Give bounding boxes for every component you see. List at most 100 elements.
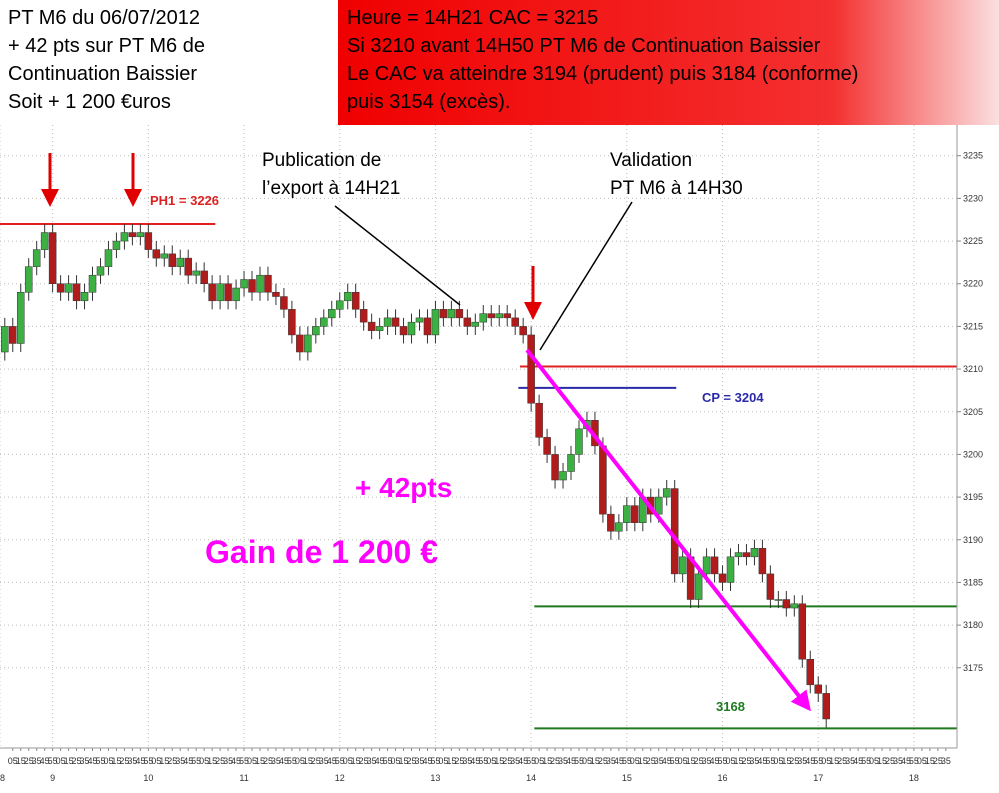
candle-body	[527, 334, 535, 404]
candle-body	[56, 283, 65, 293]
candle-body	[200, 270, 208, 284]
candle-body	[455, 309, 464, 319]
x-tick-label: 25	[263, 756, 273, 766]
x-tick-label: 55	[670, 756, 680, 766]
annotation: PT M6 à 14H30	[610, 178, 743, 199]
candle-body	[535, 402, 543, 438]
candle-body	[439, 309, 448, 319]
candle-body	[184, 257, 192, 276]
x-tick-label: 35	[319, 756, 329, 766]
candle-body	[88, 274, 97, 293]
candle-body	[623, 505, 631, 523]
x-major-label: 14	[526, 773, 536, 783]
candle-body	[702, 556, 711, 575]
y-tick-label: 3175	[963, 663, 983, 673]
candle-body	[232, 287, 240, 302]
candle-body	[431, 309, 440, 336]
x-tick-label: 25	[407, 756, 417, 766]
x-tick-label: 25	[502, 756, 512, 766]
x-tick-label: 55	[718, 756, 728, 766]
x-tick-label: 55	[909, 756, 919, 766]
candle-body	[399, 326, 408, 336]
candle-body	[479, 313, 488, 323]
annotation: Validation	[610, 150, 692, 171]
x-tick-label: 35	[606, 756, 616, 766]
x-tick-label: 25	[72, 756, 82, 766]
x-tick-label: 05	[151, 756, 161, 766]
candle-body	[128, 232, 137, 238]
x-tick-label: 35	[127, 756, 137, 766]
x-tick-label: 15	[781, 756, 791, 766]
x-tick-label: 55	[239, 756, 249, 766]
x-tick-label: 05	[534, 756, 544, 766]
x-tick-label: 35	[510, 756, 520, 766]
candle-body	[599, 445, 607, 515]
header-line: puis 3154 (excès).	[347, 91, 510, 113]
x-tick-label: 15	[207, 756, 217, 766]
candle-body	[304, 334, 312, 353]
x-tick-label: 15	[925, 756, 935, 766]
y-tick-label: 3180	[963, 620, 983, 630]
candle-body	[72, 283, 81, 302]
x-tick-label: 55	[478, 756, 488, 766]
x-tick-label: 45	[757, 756, 767, 766]
candle-body	[248, 279, 256, 293]
candle-body	[216, 283, 224, 302]
candle-body	[718, 573, 727, 583]
candle-body	[144, 232, 153, 250]
header-line: + 42 pts sur PT M6 de	[8, 35, 205, 57]
trend-arrow	[525, 348, 811, 712]
candle-body	[272, 292, 280, 297]
x-tick-label: 55	[383, 756, 393, 766]
y-tick-label: 3210	[963, 364, 983, 374]
x-tick-label: 15	[159, 756, 169, 766]
candle-body	[519, 326, 527, 336]
candle-body	[280, 296, 288, 310]
header-line: Heure = 14H21 CAC = 3215	[347, 7, 598, 29]
level-label: 3168	[716, 699, 745, 714]
header-line: PT M6 du 06/07/2012	[8, 7, 200, 29]
x-tick-label: 05	[630, 756, 640, 766]
x-tick-label: 55	[861, 756, 871, 766]
y-tick-label: 3185	[963, 577, 983, 587]
candle-body	[575, 428, 583, 455]
x-tick-label: 35	[462, 756, 472, 766]
x-tick-label: 45	[88, 756, 98, 766]
y-tick-label: 3195	[963, 492, 983, 502]
x-tick-label: 15	[494, 756, 504, 766]
pointer-line	[334, 205, 461, 306]
x-tick-label: 25	[694, 756, 704, 766]
x-tick-label: 35	[941, 756, 951, 766]
x-tick-label: 35	[271, 756, 281, 766]
candle-body	[375, 326, 384, 331]
x-tick-label: 25	[24, 756, 34, 766]
x-tick-label: 05	[199, 756, 209, 766]
x-tick-label: 15	[111, 756, 121, 766]
x-tick-label: 15	[399, 756, 409, 766]
x-tick-label: 15	[733, 756, 743, 766]
x-tick-label: 05	[343, 756, 353, 766]
candle-body	[654, 496, 663, 515]
candle-body	[782, 599, 791, 609]
x-tick-label: 15	[638, 756, 648, 766]
x-major-label: 16	[718, 773, 728, 783]
candle-body	[168, 253, 177, 267]
level-label: PH1 = 3226	[150, 193, 219, 208]
plot-area: 3175 3180 3185 3190 3195 3200 3205 3210 3215 3220…	[0, 125, 983, 783]
annotation: Publication de	[262, 150, 381, 171]
x-tick-label: 55	[287, 756, 297, 766]
x-tick-label: 45	[40, 756, 50, 766]
x-tick-label: 35	[80, 756, 90, 766]
x-tick-label: 45	[662, 756, 672, 766]
pointer-line	[539, 201, 633, 351]
candle-body	[328, 309, 336, 319]
x-tick-label: 35	[223, 756, 233, 766]
x-tick-label: 25	[646, 756, 656, 766]
candle-body	[240, 279, 248, 289]
y-tick-label: 3225	[963, 236, 983, 246]
candle-body	[48, 232, 57, 284]
y-tick-label: 3235	[963, 151, 983, 161]
header-line: Continuation Baissier	[8, 63, 197, 85]
x-tick-label: 45	[375, 756, 385, 766]
gain-label: Gain de 1 200 €	[205, 534, 438, 570]
